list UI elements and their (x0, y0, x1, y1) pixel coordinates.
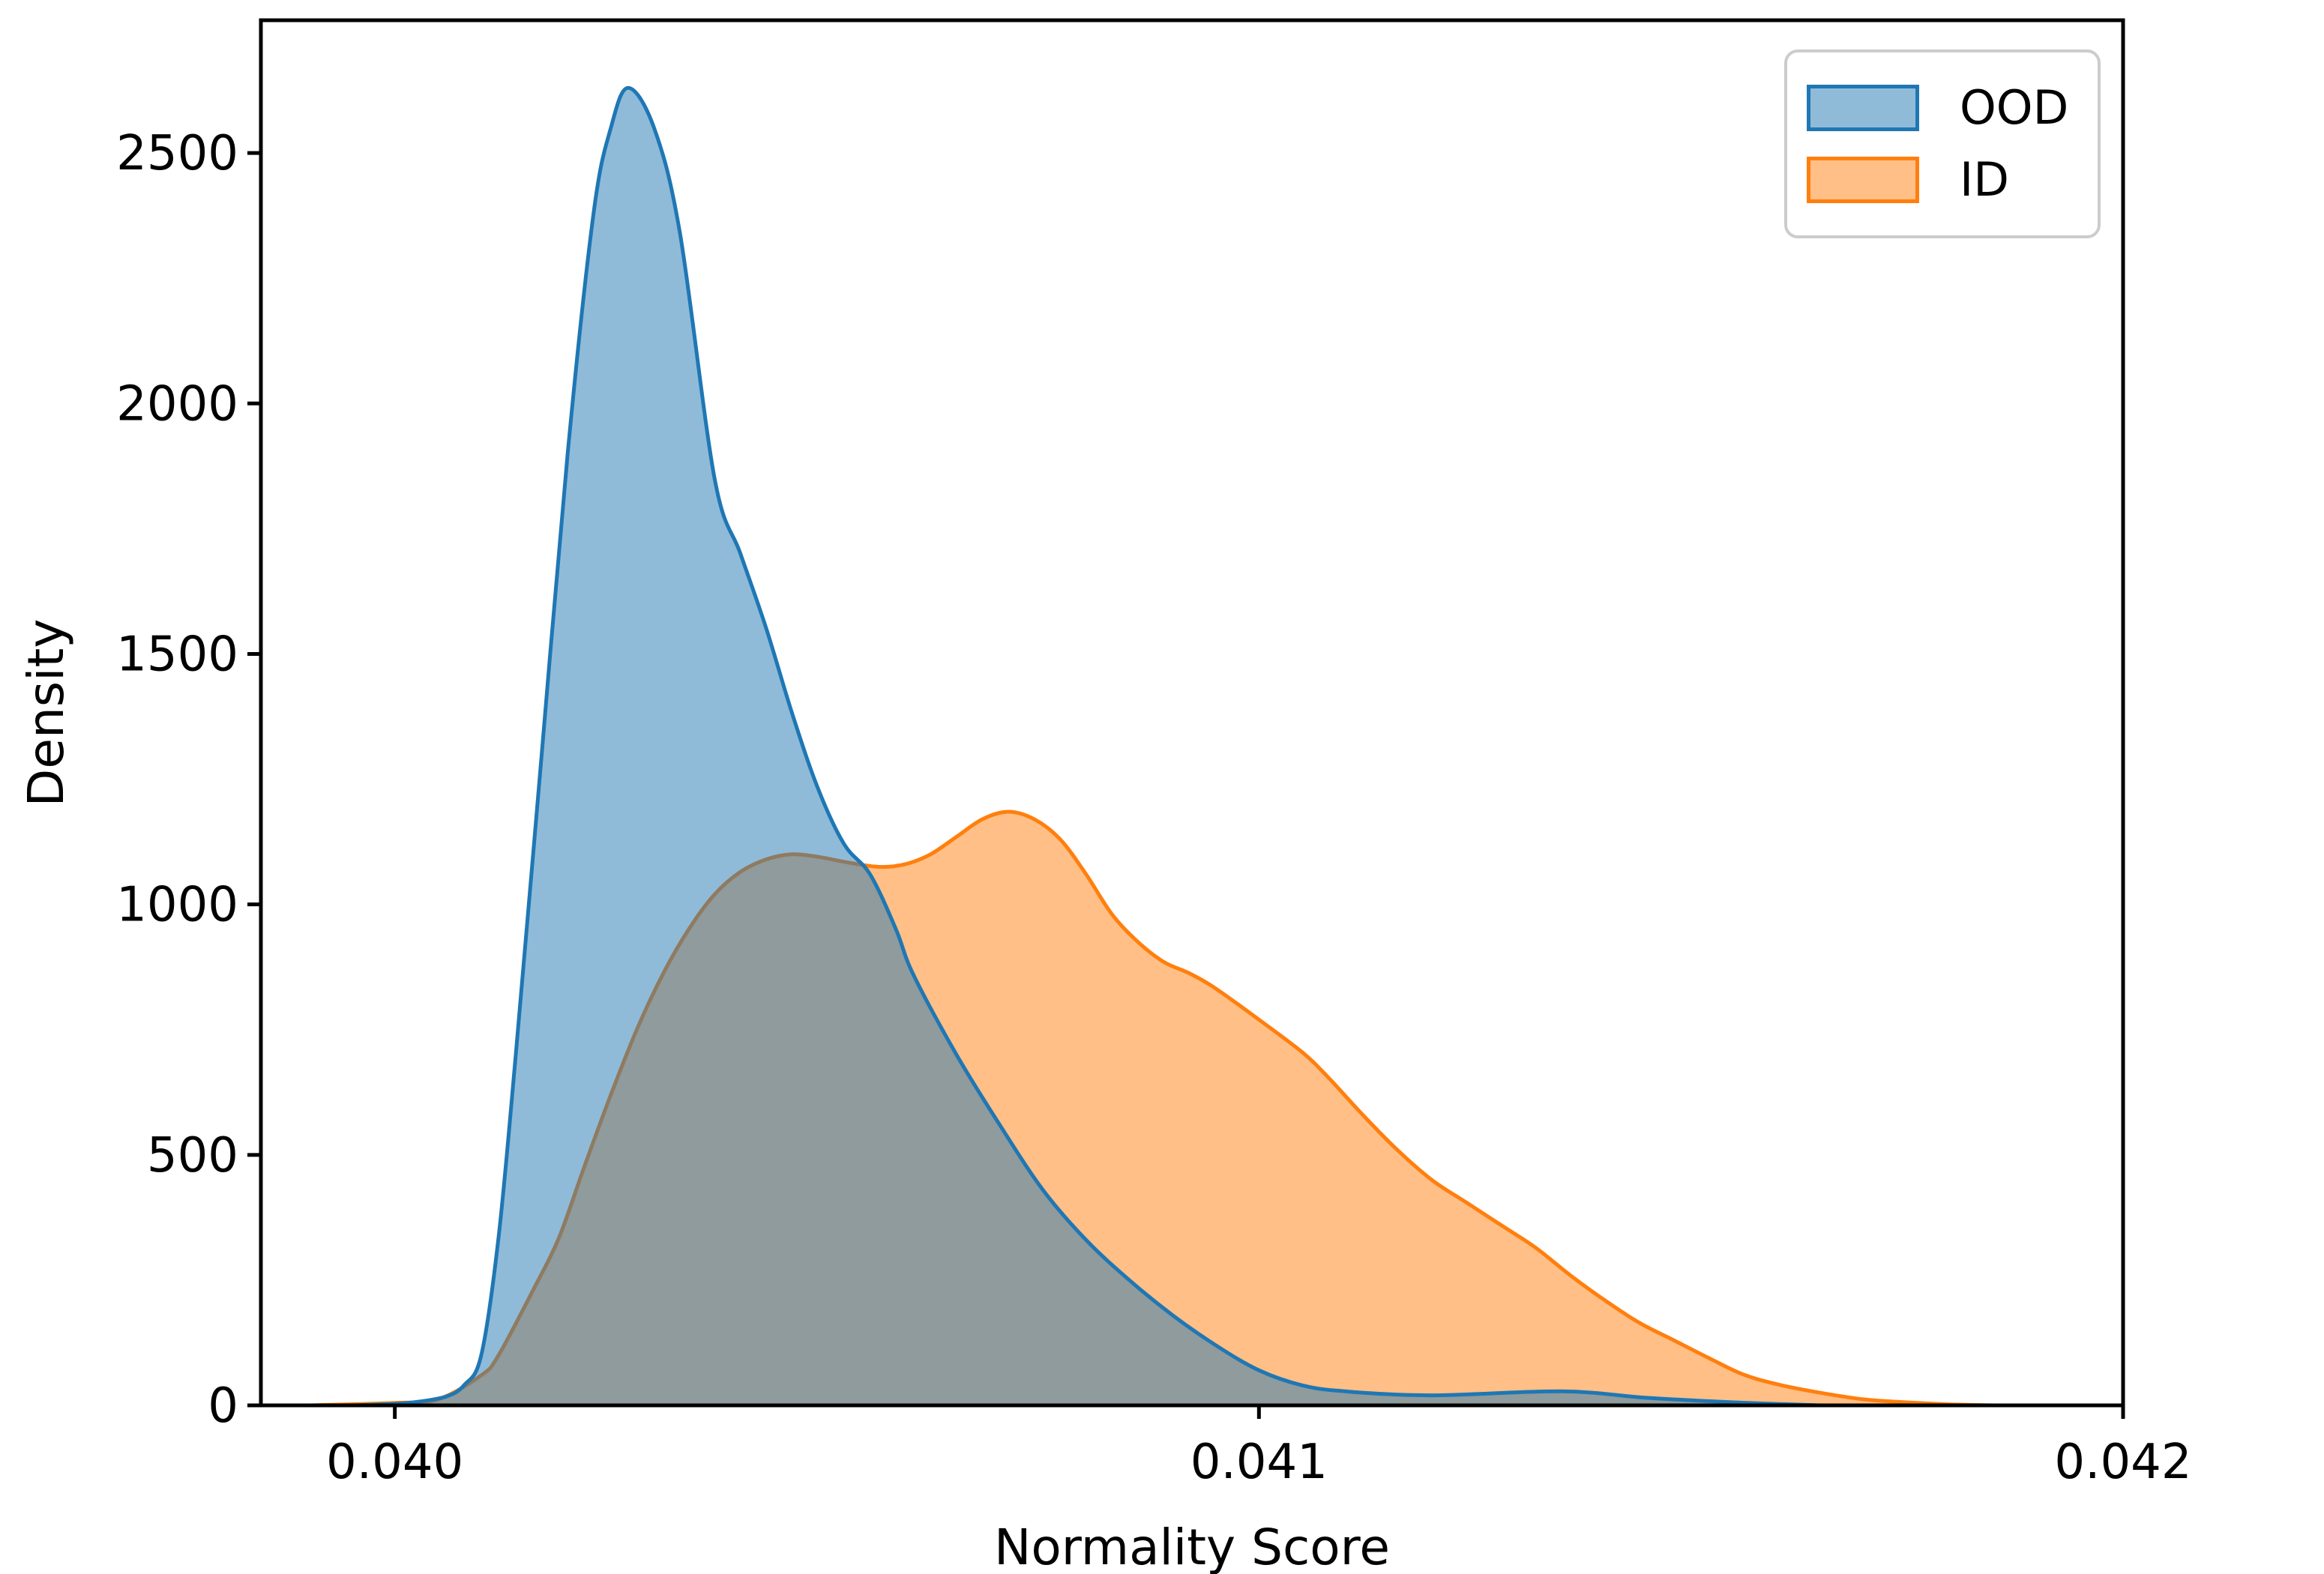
legend-item-id: ID (1807, 152, 2078, 208)
x-tick-label: 0.041 (1190, 1435, 1328, 1490)
y-tick-label: 2500 (116, 126, 238, 181)
x-tick-label: 0.040 (326, 1435, 463, 1490)
y-tick-label: 0 (208, 1378, 238, 1434)
y-tick-label: 1000 (116, 878, 238, 933)
y-tick-label: 1500 (116, 627, 238, 682)
axes-spines (259, 18, 2125, 1408)
kde-line-ood (349, 85, 1823, 1408)
legend-label-id: ID (1960, 152, 2010, 208)
kde-area-ood (352, 88, 1821, 1406)
y-axis-label: Density (17, 618, 75, 807)
legend-swatch-ood (1807, 84, 1919, 131)
x-tick-label: 0.042 (2054, 1435, 2191, 1490)
y-tick-label: 500 (147, 1128, 238, 1183)
legend-item-ood: OOD (1807, 79, 2078, 135)
y-tick-label: 2000 (116, 376, 238, 432)
x-axis-label: Normality Score (994, 1519, 1390, 1574)
legend: OOD ID (1784, 49, 2101, 238)
legend-swatch-id (1807, 157, 1919, 204)
legend-label-ood: OOD (1960, 79, 2069, 135)
